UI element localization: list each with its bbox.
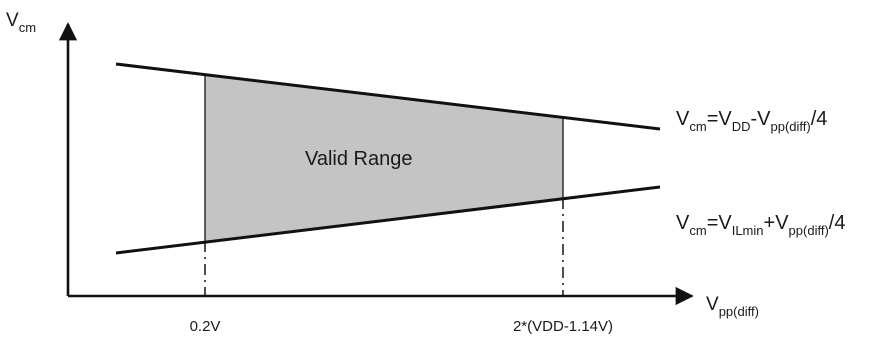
lower-bound-line: [115, 185, 661, 255]
upper-bound-line: [115, 62, 661, 131]
upper-bound-equation: Vcm=VDD-Vpp(diff)/4: [676, 108, 827, 134]
x-axis-label: Vpp(diff): [706, 294, 759, 319]
valid-range-region: [205, 76, 563, 241]
x-tick-left: 0.2V: [190, 318, 221, 335]
x-tick-right: 2*(VDD-1.14V): [513, 318, 613, 335]
valid-range-label: Valid Range: [305, 148, 412, 170]
y-axis-label: Vcm: [6, 10, 36, 35]
lower-bound-equation: Vcm=VILmin+Vpp(diff)/4: [676, 212, 845, 238]
